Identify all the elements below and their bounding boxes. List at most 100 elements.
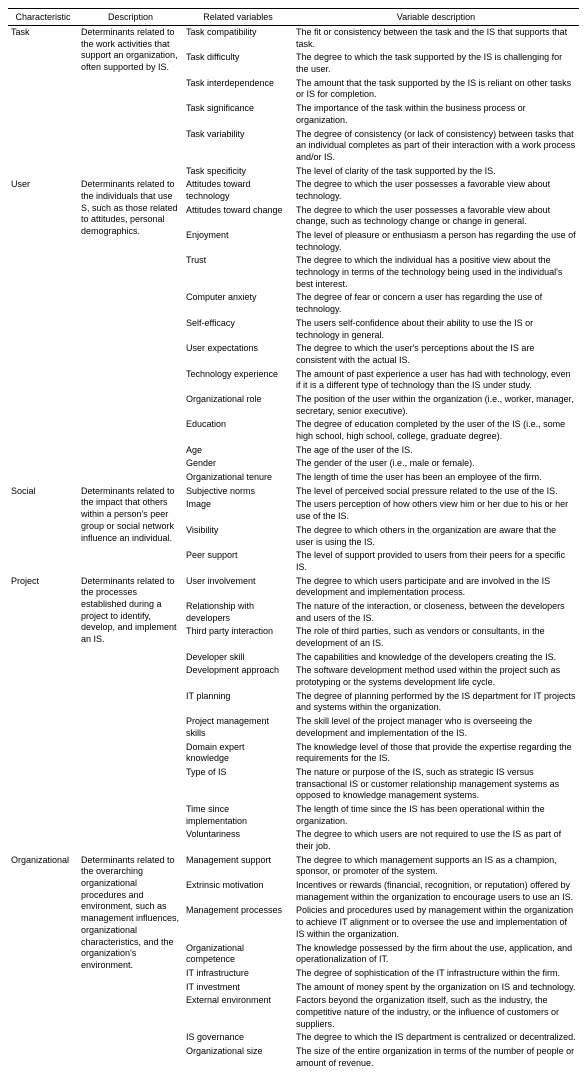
variable-description-cell: Incentives or rewards (financial, recogn… (293, 879, 579, 904)
related-variable-cell: IS governance (183, 1031, 293, 1045)
related-variable-cell: Visibility (183, 524, 293, 549)
characteristic-cell: Organizational (8, 854, 78, 1071)
header-description: Description (78, 9, 183, 26)
variable-description-cell: The importance of the task within the bu… (293, 102, 579, 127)
variable-description-cell: The users self-confidence about their ab… (293, 317, 579, 342)
description-cell: Determinants related to the individuals … (78, 178, 183, 485)
related-variable-cell: Enjoyment (183, 229, 293, 254)
related-variable-cell: Task specificity (183, 165, 293, 179)
related-variable-cell: Age (183, 444, 293, 458)
variable-description-cell: The level of clarity of the task support… (293, 165, 579, 179)
variable-description-cell: The degree to which the task supported b… (293, 51, 579, 76)
related-variable-cell: Task difficulty (183, 51, 293, 76)
related-variable-cell: Project management skills (183, 715, 293, 740)
related-variable-cell: Time since implementation (183, 803, 293, 828)
variable-description-cell: The capabilities and knowledge of the de… (293, 651, 579, 665)
related-variable-cell: Developer skill (183, 651, 293, 665)
variables-table: Characteristic Description Related varia… (8, 8, 579, 1070)
variable-description-cell: The level of perceived social pressure r… (293, 485, 579, 499)
variable-description-cell: The software development method used wit… (293, 664, 579, 689)
table-row: ProjectDeterminants related to the proce… (8, 575, 579, 600)
variable-description-cell: The position of the user within the orga… (293, 393, 579, 418)
related-variable-cell: Attitudes toward change (183, 204, 293, 229)
related-variable-cell: Task interdependence (183, 77, 293, 102)
related-variable-cell: Organizational competence (183, 942, 293, 967)
variable-description-cell: The degree to which others in the organi… (293, 524, 579, 549)
description-cell: Determinants related to the work activit… (78, 26, 183, 179)
variable-description-cell: The degree of education completed by the… (293, 418, 579, 443)
related-variable-cell: Computer anxiety (183, 291, 293, 316)
header-row: Characteristic Description Related varia… (8, 9, 579, 26)
related-variable-cell: Voluntariness (183, 828, 293, 853)
table-row: UserDeterminants related to the individu… (8, 178, 579, 203)
description-cell: Determinants related to the impact that … (78, 485, 183, 575)
header-vdesc: Variable description (293, 9, 579, 26)
variable-description-cell: The degree of planning performed by the … (293, 690, 579, 715)
variable-description-cell: The degree to which the IS department is… (293, 1031, 579, 1045)
variable-description-cell: The degree of consistency (or lack of co… (293, 128, 579, 165)
variable-description-cell: The nature or purpose of the IS, such as… (293, 766, 579, 803)
variable-description-cell: The degree to which the user possesses a… (293, 178, 579, 203)
related-variable-cell: Relationship with developers (183, 600, 293, 625)
related-variable-cell: Organizational role (183, 393, 293, 418)
related-variable-cell: Task significance (183, 102, 293, 127)
variable-description-cell: The size of the entire organization in t… (293, 1045, 579, 1070)
related-variable-cell: Trust (183, 254, 293, 291)
description-cell: Determinants related to the overarching … (78, 854, 183, 1071)
characteristic-cell: Task (8, 26, 78, 179)
related-variable-cell: Third party interaction (183, 625, 293, 650)
characteristic-cell: Social (8, 485, 78, 575)
related-variable-cell: Organizational tenure (183, 471, 293, 485)
related-variable-cell: Development approach (183, 664, 293, 689)
variable-description-cell: The amount of money spent by the organiz… (293, 981, 579, 995)
description-cell: Determinants related to the processes es… (78, 575, 183, 854)
variable-description-cell: The knowledge level of those that provid… (293, 741, 579, 766)
variable-description-cell: The skill level of the project manager w… (293, 715, 579, 740)
table-row: TaskDeterminants related to the work act… (8, 26, 579, 52)
variable-description-cell: The degree to which users are not requir… (293, 828, 579, 853)
variable-description-cell: The degree of sophistication of the IT i… (293, 967, 579, 981)
variable-description-cell: The gender of the user (i.e., male or fe… (293, 457, 579, 471)
variable-description-cell: The degree to which the user possesses a… (293, 204, 579, 229)
related-variable-cell: Attitudes toward technology (183, 178, 293, 203)
related-variable-cell: IT planning (183, 690, 293, 715)
related-variable-cell: IT infrastructure (183, 967, 293, 981)
related-variable-cell: Subjective norms (183, 485, 293, 499)
variable-description-cell: The level of pleasure or enthusiasm a pe… (293, 229, 579, 254)
variable-description-cell: The amount of past experience a user has… (293, 368, 579, 393)
variable-description-cell: The knowledge possessed by the firm abou… (293, 942, 579, 967)
related-variable-cell: Task compatibility (183, 26, 293, 52)
variable-description-cell: The length of time the user has been an … (293, 471, 579, 485)
variable-description-cell: The amount that the task supported by th… (293, 77, 579, 102)
related-variable-cell: Technology experience (183, 368, 293, 393)
variable-description-cell: The age of the user of the IS. (293, 444, 579, 458)
related-variable-cell: Organizational size (183, 1045, 293, 1070)
related-variable-cell: Type of IS (183, 766, 293, 803)
related-variable-cell: External environment (183, 994, 293, 1031)
related-variable-cell: Management processes (183, 904, 293, 941)
variable-description-cell: The degree to which the user's perceptio… (293, 342, 579, 367)
variable-description-cell: The degree to which users participate an… (293, 575, 579, 600)
related-variable-cell: Peer support (183, 549, 293, 574)
variable-description-cell: The nature of the interaction, or closen… (293, 600, 579, 625)
variable-description-cell: The users perception of how others view … (293, 498, 579, 523)
variable-description-cell: The degree to which management supports … (293, 854, 579, 879)
characteristic-cell: Project (8, 575, 78, 854)
related-variable-cell: Education (183, 418, 293, 443)
related-variable-cell: Domain expert knowledge (183, 741, 293, 766)
related-variable-cell: IT investment (183, 981, 293, 995)
variable-description-cell: The fit or consistency between the task … (293, 26, 579, 52)
variable-description-cell: The role of third parties, such as vendo… (293, 625, 579, 650)
header-characteristic: Characteristic (8, 9, 78, 26)
related-variable-cell: Extrinsic motivation (183, 879, 293, 904)
related-variable-cell: Gender (183, 457, 293, 471)
related-variable-cell: Image (183, 498, 293, 523)
variable-description-cell: Policies and procedures used by manageme… (293, 904, 579, 941)
related-variable-cell: Management support (183, 854, 293, 879)
related-variable-cell: User expectations (183, 342, 293, 367)
variable-description-cell: The degree of fear or concern a user has… (293, 291, 579, 316)
variable-description-cell: The level of support provided to users f… (293, 549, 579, 574)
variable-description-cell: Factors beyond the organization itself, … (293, 994, 579, 1031)
table-row: OrganizationalDeterminants related to th… (8, 854, 579, 879)
variable-description-cell: The length of time since the IS has been… (293, 803, 579, 828)
